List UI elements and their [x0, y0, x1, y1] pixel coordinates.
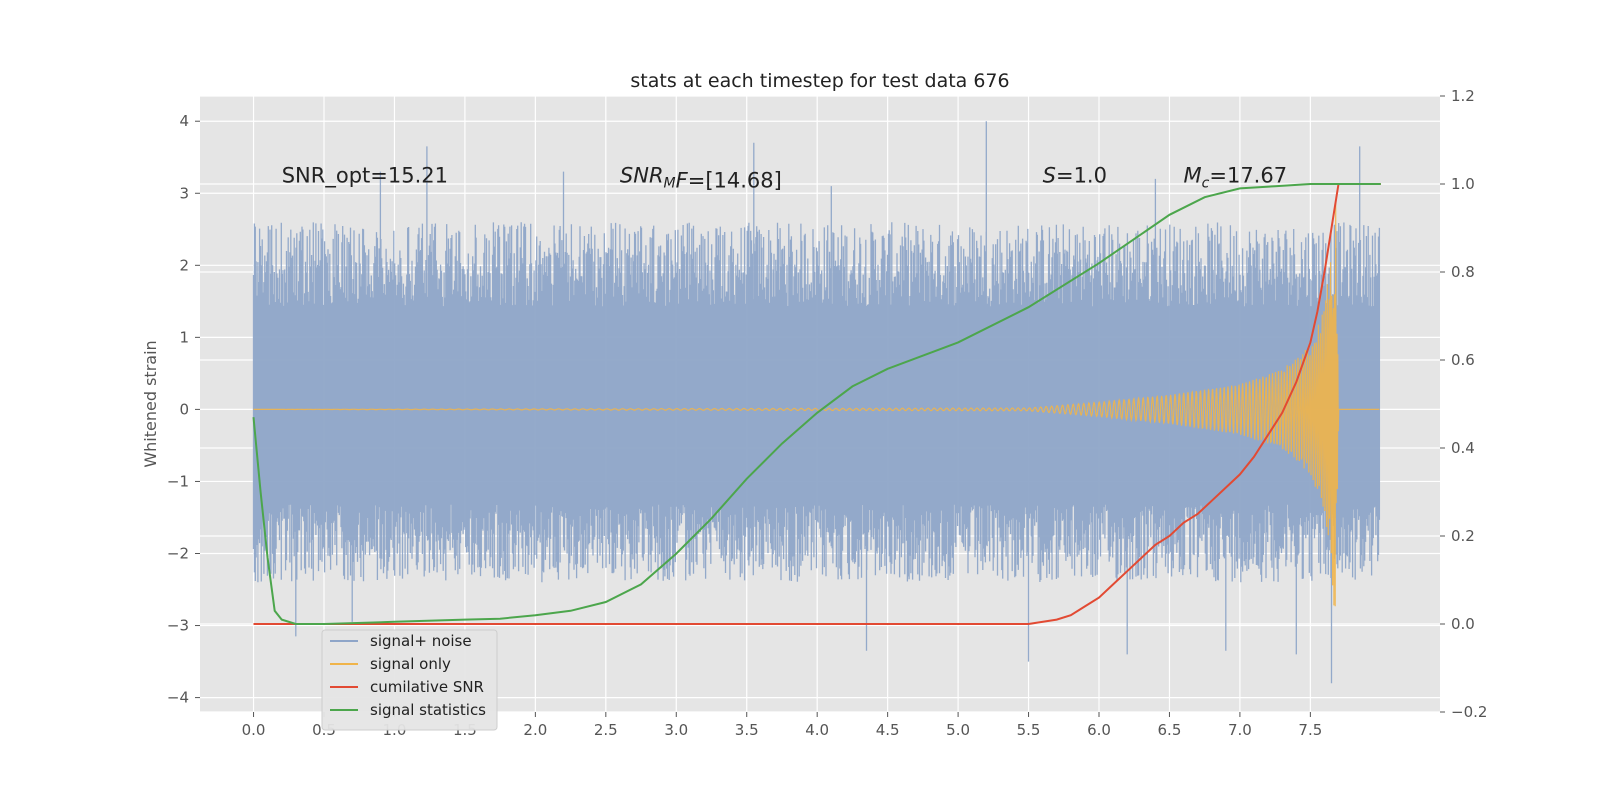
y2-tick-label: 0.2	[1451, 527, 1475, 545]
y-tick-label: −1	[167, 472, 189, 490]
x-tick-label: 7.0	[1228, 721, 1252, 739]
data-layer	[252, 121, 1381, 684]
annotation-1: SNRMF=[14.68]	[620, 163, 782, 192]
y2-tick-label: 0.6	[1451, 351, 1475, 369]
x-tick-label: 5.0	[946, 721, 970, 739]
y2-tick-label: −0.2	[1451, 703, 1487, 721]
y-tick-label: −3	[167, 617, 189, 635]
annotation-3: Mc=17.67	[1184, 163, 1288, 191]
x-tick-label: 3.5	[735, 721, 759, 739]
annotations: SNR_opt=15.21 SNRMF=[14.68] S=1.0 Mc=17.67	[282, 163, 1287, 192]
y-tick-label: 0	[179, 400, 189, 418]
legend: signal+ noise signal only cumilative SNR si…	[321, 629, 498, 731]
x-tick-label: 0.0	[242, 721, 266, 739]
x-tick-label: 2.5	[594, 721, 618, 739]
series-cumulative-snr	[253, 183, 1381, 625]
y2-tick-label: 0.8	[1451, 263, 1475, 281]
y2-tick-label: 1.0	[1451, 175, 1475, 193]
x-tick-label: 5.5	[1017, 721, 1041, 739]
series-signal-only	[253, 200, 1380, 607]
chart-title: stats at each timestep for test data 676	[630, 70, 1009, 92]
x-tick-label: 4.5	[876, 721, 900, 739]
y-axis-label: Whitened strain	[141, 340, 160, 467]
legend-label: signal statistics	[370, 701, 486, 719]
y-tick-label: 1	[179, 328, 189, 346]
y-tick-label: 3	[179, 184, 189, 202]
legend-label: cumilative SNR	[370, 678, 484, 696]
y-tick-label: −4	[167, 689, 189, 707]
legend-label: signal only	[370, 655, 451, 673]
x-tick-label: 6.5	[1158, 721, 1182, 739]
y-tick-label: 4	[179, 112, 189, 130]
legend-box	[321, 629, 498, 731]
x-tick-label: 6.0	[1087, 721, 1111, 739]
axes: 0.00.51.01.52.02.53.03.54.04.55.05.56.06…	[167, 87, 1488, 739]
y2-tick-label: 0.4	[1451, 439, 1475, 457]
series-signal-statistics	[252, 183, 1381, 625]
x-tick-label: 4.0	[805, 721, 829, 739]
legend-label: signal+ noise	[370, 632, 472, 650]
x-tick-label: 3.0	[664, 721, 688, 739]
y2-tick-label: 1.2	[1451, 87, 1475, 105]
y2-tick-label: 0.0	[1451, 615, 1475, 633]
x-tick-label: 2.0	[523, 721, 547, 739]
y-tick-label: −2	[167, 544, 189, 562]
annotation-2: S=1.0	[1043, 163, 1107, 187]
x-tick-label: 7.5	[1298, 721, 1322, 739]
annotation-0: SNR_opt=15.21	[282, 163, 448, 188]
y-tick-label: 2	[179, 256, 189, 274]
